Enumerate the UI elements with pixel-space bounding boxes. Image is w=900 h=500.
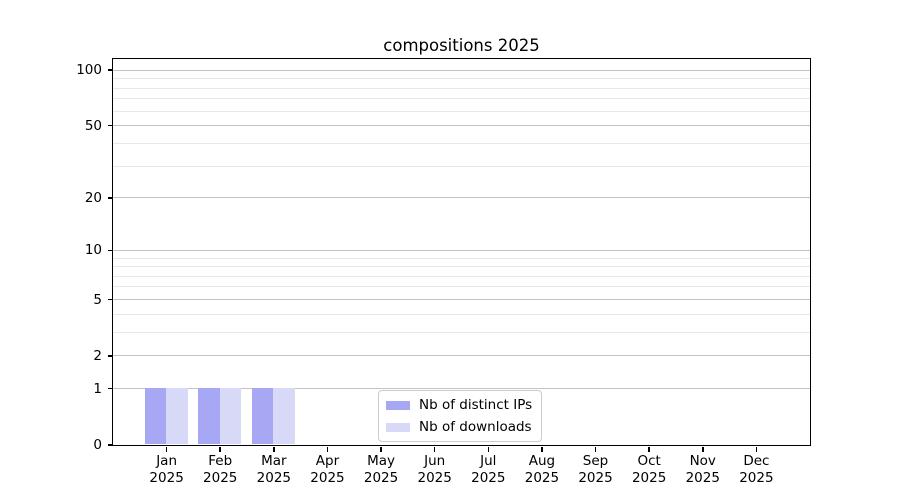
- y-tick-mark: [108, 69, 113, 71]
- y-major-gridline: [112, 299, 810, 300]
- x-tick-year: 2025: [739, 469, 774, 486]
- x-tick-month: May: [367, 453, 396, 469]
- x-tick-month: Jul: [480, 453, 497, 469]
- y-major-gridline: [112, 249, 810, 251]
- x-tick-month: Jan: [156, 453, 178, 469]
- x-tick-month: Oct: [637, 453, 661, 469]
- legend-swatch-distinct-ips: [386, 400, 410, 410]
- y-tick-mark: [108, 355, 113, 357]
- y-tick-label: 10: [84, 242, 102, 259]
- x-tick-year: 2025: [417, 469, 452, 486]
- x-tick-label: Jun 2025: [403, 453, 467, 486]
- y-minor-gridline: [112, 275, 810, 277]
- x-tick-month: Jun: [424, 453, 446, 469]
- y-minor-gridline: [112, 266, 810, 268]
- x-tick-mark: [273, 446, 275, 452]
- x-tick-month: Sep: [582, 453, 609, 469]
- x-tick-month: Mar: [261, 453, 287, 469]
- y-tick-mark: [108, 124, 113, 127]
- legend: Nb of distinct IPs Nb of downloads: [378, 390, 543, 442]
- x-tick-mark: [380, 446, 382, 452]
- y-tick-label: 0: [93, 437, 102, 453]
- x-tick-label: Sep 2025: [564, 453, 628, 486]
- x-tick-mark: [165, 446, 168, 452]
- x-tick-month: Dec: [743, 453, 770, 469]
- y-tick-label: 50: [84, 117, 102, 134]
- x-tick-month: Aug: [528, 453, 556, 469]
- x-tick-mark: [648, 446, 650, 452]
- y-tick-label: 100: [76, 62, 102, 79]
- x-tick-mark: [755, 446, 758, 452]
- y-major-gridline: [112, 197, 810, 199]
- x-tick-mark: [541, 446, 543, 452]
- x-tick-year: 2025: [524, 469, 560, 486]
- x-tick-label: Oct 2025: [617, 453, 681, 486]
- y-minor-gridline: [112, 87, 810, 89]
- y-major-gridline: [112, 69, 810, 71]
- bar: [219, 388, 242, 445]
- x-tick-year: 2025: [310, 469, 345, 486]
- bar: [144, 388, 167, 445]
- x-tick-year: 2025: [149, 469, 184, 486]
- y-major-gridline: [112, 388, 810, 390]
- y-minor-gridline: [112, 286, 810, 288]
- x-tick-year: 2025: [631, 469, 667, 486]
- x-tick-label: Mar 2025: [242, 453, 306, 486]
- y-tick-label: 2: [93, 347, 102, 364]
- x-tick-label: Jul 2025: [456, 453, 520, 486]
- legend-entry-distinct-ips: Nb of distinct IPs: [386, 395, 532, 415]
- y-tick-mark: [108, 249, 113, 252]
- legend-swatch-downloads: [386, 422, 410, 432]
- x-tick-mark: [326, 446, 329, 452]
- y-tick-mark: [108, 197, 113, 199]
- x-tick-label: May 2025: [349, 453, 413, 486]
- bar: [251, 388, 274, 445]
- x-tick-month: Nov: [689, 453, 716, 469]
- bar: [166, 388, 188, 445]
- y-minor-gridline: [112, 110, 810, 112]
- y-major-gridline: [112, 355, 810, 357]
- y-minor-gridline: [112, 331, 810, 333]
- y-minor-gridline: [112, 142, 810, 144]
- x-tick-label: Feb 2025: [188, 453, 252, 486]
- y-tick-label: 1: [93, 380, 102, 397]
- y-tick-label: 5: [93, 291, 102, 308]
- x-tick-year: 2025: [685, 469, 720, 486]
- x-tick-label: Apr 2025: [295, 453, 359, 486]
- legend-label-downloads: Nb of downloads: [419, 419, 532, 435]
- x-tick-year: 2025: [256, 469, 292, 486]
- x-tick-month: Feb: [208, 453, 233, 469]
- x-tick-year: 2025: [471, 469, 506, 486]
- chart-title: compositions 2025: [383, 36, 540, 55]
- bar: [273, 388, 295, 445]
- bar: [198, 388, 220, 445]
- y-minor-gridline: [112, 257, 810, 259]
- y-tick-mark: [108, 298, 113, 301]
- x-tick-label: Aug 2025: [510, 453, 574, 486]
- x-tick-year: 2025: [578, 469, 613, 486]
- x-tick-mark: [594, 446, 597, 452]
- legend-entry-downloads: Nb of downloads: [386, 417, 532, 437]
- x-tick-mark: [702, 446, 704, 452]
- y-tick-mark: [108, 444, 113, 446]
- x-tick-label: Nov 2025: [671, 453, 735, 486]
- y-tick-mark: [108, 387, 113, 390]
- y-minor-gridline: [112, 165, 810, 167]
- x-tick-label: Dec 2025: [724, 453, 788, 486]
- y-minor-gridline: [112, 78, 810, 80]
- x-tick-year: 2025: [203, 469, 238, 486]
- x-tick-year: 2025: [363, 469, 399, 486]
- x-tick-mark: [433, 446, 436, 452]
- y-major-gridline: [112, 125, 810, 127]
- y-minor-gridline: [112, 98, 810, 100]
- y-tick-label: 20: [84, 189, 102, 206]
- x-tick-mark: [487, 446, 490, 452]
- x-tick-label: Jan 2025: [135, 453, 199, 486]
- y-minor-gridline: [112, 313, 810, 315]
- legend-label-distinct-ips: Nb of distinct IPs: [419, 397, 533, 413]
- plot-area: [111, 57, 811, 446]
- x-tick-mark: [219, 446, 221, 452]
- x-tick-month: Apr: [315, 453, 340, 469]
